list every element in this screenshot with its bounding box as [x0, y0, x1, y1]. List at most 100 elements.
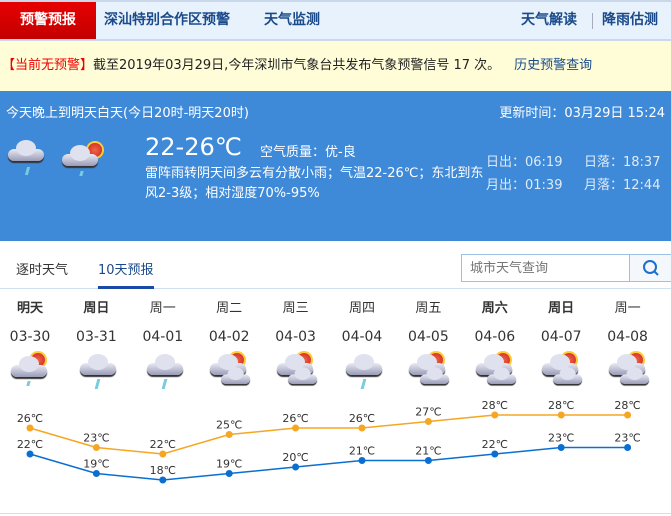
high-temp-label: 22℃ [150, 438, 176, 451]
alert-bar: 【当前无预警】截至2019年03月29日,今年深圳市气象台共发布气象预警信号 1… [0, 41, 671, 91]
low-temp-point [159, 476, 167, 484]
search-button[interactable] [629, 255, 671, 281]
search-icon [643, 260, 659, 276]
day-date: 04-05 [408, 329, 449, 345]
day-date: 03-31 [76, 329, 117, 345]
high-temp-label: 27℃ [415, 406, 441, 419]
high-temp-label: 28℃ [614, 399, 640, 412]
forecast-day: 周二 04-02 [196, 295, 262, 391]
history-warning-link[interactable]: 历史预警查询 [514, 58, 593, 73]
low-temp-label: 18℃ [150, 464, 176, 477]
low-temp-point [491, 450, 499, 458]
forecast-tabs: 逐时天气 10天预报 [0, 241, 671, 289]
low-temp-point [557, 444, 565, 451]
low-temp-label: 22℃ [482, 438, 508, 451]
low-temp-label: 19℃ [83, 458, 109, 471]
high-temp-point [292, 424, 300, 432]
nav-rainfall-estimate[interactable]: 降雨估测 [602, 12, 658, 28]
low-temp-line [29, 446, 628, 481]
high-temp-label: 25℃ [216, 419, 242, 432]
weather-description: 雷阵雨转阴天间多云有分散小雨；气温22-26℃；东北到东风2-3级；相对湿度70… [145, 166, 484, 201]
day-name: 周日 [83, 301, 110, 316]
tab-10day[interactable]: 10天预报 [98, 259, 154, 289]
partly-cloudy-icon [196, 351, 262, 391]
day-name: 周三 [282, 301, 309, 316]
high-temp-line [29, 414, 628, 455]
day-name: 周一 [614, 301, 641, 316]
day-name: 周六 [481, 301, 508, 316]
nav-weather-interpretation[interactable]: 天气解读 [521, 12, 577, 28]
air-quality-label: 空气质量： [260, 145, 326, 160]
high-temp-label: 26℃ [17, 412, 43, 425]
tab-hourly[interactable]: 逐时天气 [16, 263, 69, 278]
sunset: 日落：18:37 [584, 155, 661, 170]
forecast-day: 明天 03-30 [0, 295, 63, 391]
day-name: 周一 [149, 301, 176, 316]
day-date: 04-01 [142, 329, 184, 345]
forecast-day: 周五 04-05 [395, 295, 461, 391]
nav-shenshan-warning[interactable]: 深汕特别合作区预警 [104, 12, 230, 28]
city-search-input[interactable] [462, 255, 627, 281]
air-quality-value: 优-良 [325, 145, 356, 160]
temperature-chart: 26℃ 23℃ 22℃ 25℃ 26℃ 26℃ 27℃ 28℃ 28℃ 28℃ 22℃ 19℃ 18℃ 1… [17, 399, 641, 484]
low-temp-point [92, 470, 100, 477]
low-temp-label: 23℃ [614, 432, 640, 445]
current-forecast-panel: 今天晚上到明天白天(今日20时-明天20时) 更新时间：03月29日 15:24… [0, 91, 671, 241]
low-temp-point [424, 457, 432, 464]
low-temp-point [358, 457, 366, 464]
forecast-period: 今天晚上到明天白天(今日20时-明天20时) [6, 106, 249, 121]
day-date: 04-04 [341, 329, 383, 345]
high-temp-point [491, 411, 499, 419]
rain-icon [63, 351, 129, 391]
high-temp-point [26, 424, 34, 432]
low-temp-point [624, 444, 632, 451]
low-temp-point [292, 463, 300, 471]
sun-cloud-rain-icon [0, 351, 63, 391]
forecast-day: 周一 04-08 [595, 295, 661, 391]
moonset: 月落：12:44 [584, 178, 661, 193]
low-temp-label: 21℃ [415, 445, 441, 458]
partly-cloudy-icon [263, 351, 329, 391]
nav-warning-forecast[interactable]: 预警预报 [0, 2, 96, 39]
forecast-day: 周一 04-01 [130, 295, 196, 391]
forecast-day: 周三 04-03 [263, 295, 329, 391]
day-date: 04-02 [208, 329, 250, 345]
partly-cloudy-icon [462, 351, 528, 391]
temperature-range: 22-26℃ [145, 133, 242, 161]
high-temp-point [92, 444, 100, 451]
day-date: 04-08 [607, 329, 648, 345]
high-temp-label: 28℃ [482, 399, 508, 412]
partly-cloudy-icon [395, 351, 461, 391]
city-search [461, 254, 671, 282]
day-name: 明天 [16, 301, 43, 316]
high-temp-point [358, 424, 366, 432]
high-temp-point [159, 450, 167, 458]
update-time: 更新时间：03月29日 15:24 [499, 106, 665, 121]
high-temp-label: 28℃ [548, 399, 574, 412]
day-name: 周日 [548, 301, 575, 316]
day-date: 04-06 [474, 329, 516, 345]
day-date: 04-03 [275, 329, 316, 345]
low-temp-point [26, 450, 34, 458]
forecast-day: 周四 04-04 [329, 295, 395, 391]
high-temp-point [557, 411, 565, 419]
high-temp-label: 26℃ [282, 412, 308, 425]
partly-cloudy-icon [595, 351, 661, 391]
bottom-divider [0, 513, 671, 516]
high-temp-point [424, 418, 432, 425]
low-temp-label: 19℃ [216, 458, 242, 471]
day-name: 周四 [348, 301, 375, 316]
low-temp-label: 20℃ [282, 451, 308, 464]
partly-cloudy-icon [528, 351, 594, 391]
forecast-day: 周六 04-06 [462, 295, 528, 391]
high-temp-point [225, 431, 233, 438]
day-date: 03-30 [9, 329, 51, 345]
rain-icon [329, 351, 395, 391]
low-temp-point [225, 470, 233, 477]
nav-divider [592, 13, 593, 29]
forecast-day: 周日 04-07 [528, 295, 594, 391]
alert-text: 截至2019年03月29日,今年深圳市气象台共发布气象预警信号 17 次。 [93, 58, 501, 73]
rain-icon [130, 351, 196, 391]
high-temp-point [624, 411, 632, 419]
nav-weather-monitor[interactable]: 天气监测 [264, 12, 320, 28]
